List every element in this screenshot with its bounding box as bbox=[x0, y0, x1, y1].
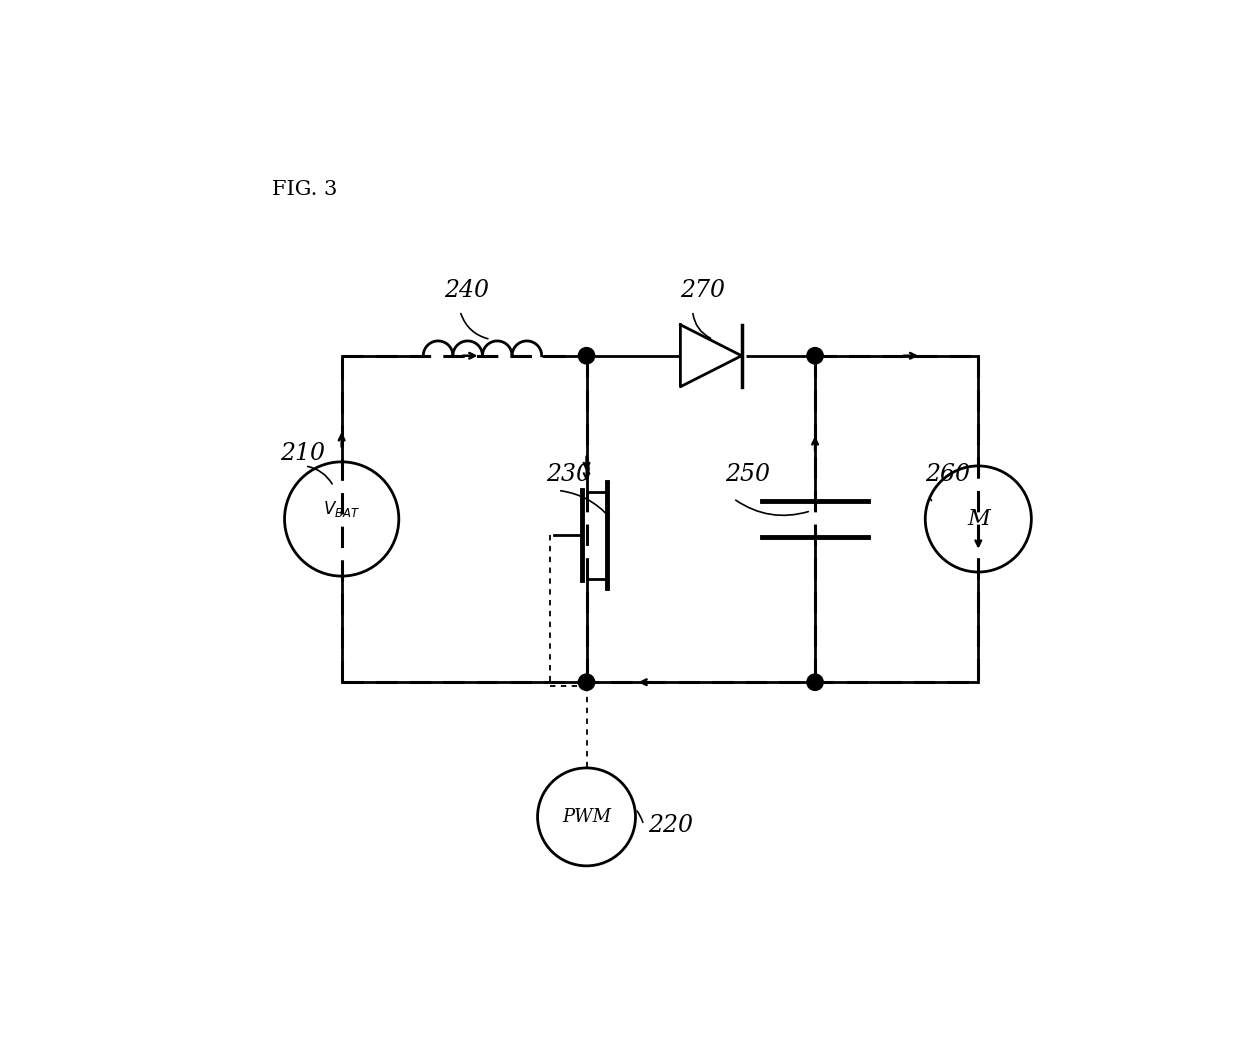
Text: 260: 260 bbox=[925, 462, 970, 485]
Text: FIG. 3: FIG. 3 bbox=[273, 180, 337, 199]
Circle shape bbox=[578, 348, 595, 364]
Text: 240: 240 bbox=[444, 279, 489, 302]
Circle shape bbox=[807, 348, 823, 364]
Text: 270: 270 bbox=[681, 279, 725, 302]
Circle shape bbox=[578, 674, 595, 690]
Text: 230: 230 bbox=[546, 462, 590, 485]
Circle shape bbox=[807, 674, 823, 690]
Text: M: M bbox=[967, 508, 990, 530]
Text: 220: 220 bbox=[647, 814, 693, 836]
Text: $V_{BAT}$: $V_{BAT}$ bbox=[324, 499, 361, 519]
Text: PWM: PWM bbox=[562, 808, 611, 826]
Text: 210: 210 bbox=[280, 442, 325, 465]
Text: 250: 250 bbox=[725, 462, 770, 485]
